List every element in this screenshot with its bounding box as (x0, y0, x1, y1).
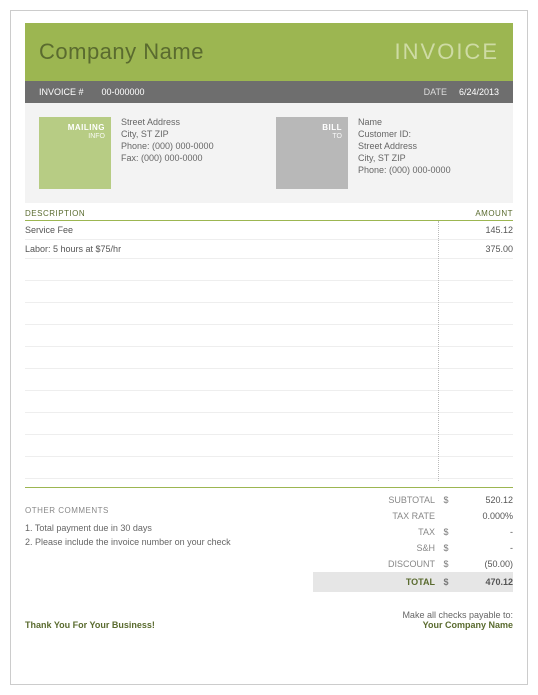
item-row-blank (25, 347, 513, 369)
item-amount: 375.00 (443, 244, 513, 254)
date-value: 6/24/2013 (459, 87, 499, 97)
totals-row: S&H$- (313, 540, 513, 556)
mailing-block: MAILING INFO Street Address City, ST ZIP P… (39, 117, 262, 189)
totals-row-total: TOTAL$470.12 (313, 572, 513, 592)
invoice-number-value: 00-000000 (102, 87, 145, 97)
totals-value: - (453, 527, 513, 537)
totals-row: TAX$- (313, 524, 513, 540)
item-row: Service Fee 145.12 (25, 221, 513, 240)
billto-line: Street Address (358, 141, 451, 151)
total-label: TOTAL (313, 577, 439, 587)
totals-currency: $ (439, 543, 453, 553)
date-label: DATE (424, 87, 447, 97)
item-amount: 145.12 (443, 225, 513, 235)
totals-block: SUBTOTAL$520.12TAX RATE0.000%TAX$-S&H$-D… (313, 492, 513, 592)
payable-block: Make all checks payable to: Your Company… (402, 610, 513, 630)
invoice-page: Company Name INVOICE INVOICE # 00-000000… (10, 10, 528, 685)
totals-label: SUBTOTAL (313, 495, 439, 505)
payable-line2: Your Company Name (402, 620, 513, 630)
bottom-section: OTHER COMMENTS 1. Total payment due in 3… (25, 487, 513, 592)
totals-label: DISCOUNT (313, 559, 439, 569)
comment-line: 2. Please include the invoice number on … (25, 535, 303, 549)
billto-line: City, ST ZIP (358, 153, 451, 163)
item-row-blank (25, 303, 513, 325)
billto-tag-line1: BILL (322, 123, 342, 132)
mailing-line: Phone: (000) 000-0000 (121, 141, 214, 151)
mailing-line: Street Address (121, 117, 214, 127)
address-section: MAILING INFO Street Address City, ST ZIP P… (25, 103, 513, 203)
totals-currency: $ (439, 527, 453, 537)
mailing-tag: MAILING INFO (39, 117, 111, 189)
col-description: DESCRIPTION (25, 209, 85, 218)
billto-lines: Name Customer ID: Street Address City, ST Z… (358, 117, 451, 189)
billto-line: Customer ID: (358, 129, 451, 139)
mailing-tag-line2: INFO (88, 133, 105, 140)
item-description: Service Fee (25, 225, 73, 235)
billto-block: BILL TO Name Customer ID: Street Address Ci… (276, 117, 499, 189)
items-body: Service Fee 145.12 Labor: 5 hours at $75/h… (25, 221, 513, 481)
mailing-line: City, ST ZIP (121, 129, 214, 139)
amount-column-divider (438, 221, 439, 481)
totals-label: TAX RATE (313, 511, 439, 521)
item-row-blank (25, 369, 513, 391)
header-band: Company Name INVOICE (25, 23, 513, 81)
comment-line: 1. Total payment due in 30 days (25, 521, 303, 535)
totals-currency: $ (439, 559, 453, 569)
invoice-title: INVOICE (395, 39, 499, 65)
item-row: Labor: 5 hours at $75/hr 375.00 (25, 240, 513, 259)
totals-row: TAX RATE 0.000% (313, 508, 513, 524)
total-currency: $ (439, 577, 453, 587)
totals-row: SUBTOTAL$520.12 (313, 492, 513, 508)
totals-value: 0.000% (453, 511, 513, 521)
comments-block: OTHER COMMENTS 1. Total payment due in 3… (25, 492, 303, 592)
payable-line1: Make all checks payable to: (402, 610, 513, 620)
mailing-line: Fax: (000) 000-0000 (121, 153, 214, 163)
company-name: Company Name (39, 39, 204, 65)
totals-label: TAX (313, 527, 439, 537)
meta-band: INVOICE # 00-000000 DATE 6/24/2013 (25, 81, 513, 103)
totals-row: DISCOUNT$(50.00) (313, 556, 513, 572)
thank-you-text: Thank You For Your Business! (25, 620, 155, 630)
invoice-number-label: INVOICE # (39, 87, 84, 97)
item-row-blank (25, 435, 513, 457)
item-row-blank (25, 325, 513, 347)
item-row-blank (25, 391, 513, 413)
billto-tag: BILL TO (276, 117, 348, 189)
total-value: 470.12 (453, 577, 513, 587)
item-row-blank (25, 457, 513, 479)
billto-tag-line2: TO (332, 133, 342, 140)
item-row-blank (25, 259, 513, 281)
mailing-lines: Street Address City, ST ZIP Phone: (000) 0… (121, 117, 214, 189)
totals-currency: $ (439, 495, 453, 505)
col-amount: AMOUNT (475, 209, 513, 218)
footer: Thank You For Your Business! Make all ch… (25, 610, 513, 630)
totals-label: S&H (313, 543, 439, 553)
items-header-row: DESCRIPTION AMOUNT (25, 207, 513, 221)
billto-line: Phone: (000) 000-0000 (358, 165, 451, 175)
item-row-blank (25, 281, 513, 303)
comments-header: OTHER COMMENTS (25, 506, 303, 515)
totals-value: (50.00) (453, 559, 513, 569)
totals-value: - (453, 543, 513, 553)
item-description: Labor: 5 hours at $75/hr (25, 244, 121, 254)
totals-value: 520.12 (453, 495, 513, 505)
billto-line: Name (358, 117, 451, 127)
mailing-tag-line1: MAILING (68, 123, 105, 132)
item-row-blank (25, 413, 513, 435)
